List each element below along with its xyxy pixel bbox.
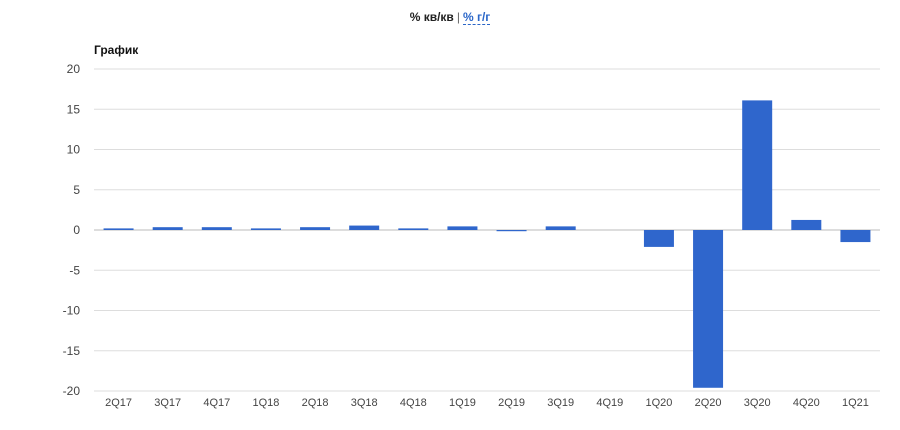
x-tick-label: 3Q18 [351, 397, 378, 409]
x-tick-label: 1Q20 [645, 397, 672, 409]
bar-2Q19 [496, 230, 527, 232]
toggle-qoq[interactable]: % кв/кв [409, 10, 454, 24]
y-tick-label: -20 [63, 384, 81, 398]
y-tick-label: 0 [73, 223, 80, 237]
bar-3Q17 [152, 227, 183, 230]
bar-3Q20 [742, 100, 773, 231]
y-tick-label: -5 [69, 263, 80, 277]
y-tick-label: -10 [63, 304, 81, 318]
bar-3Q18 [349, 225, 380, 230]
x-tick-label: 3Q19 [547, 397, 574, 409]
bar-4Q17 [201, 227, 232, 230]
bar-1Q21 [840, 230, 871, 243]
bar-4Q20 [791, 219, 822, 230]
x-tick-label: 1Q18 [252, 397, 279, 409]
bar-3Q19 [545, 226, 576, 230]
x-tick-label: 1Q19 [449, 397, 476, 409]
y-tick-label: 10 [67, 143, 81, 157]
bar-1Q18 [250, 228, 281, 230]
x-tick-label: 2Q19 [498, 397, 525, 409]
bar-2Q17 [103, 228, 134, 230]
toggle-yoy-link[interactable]: % г/г [462, 10, 491, 25]
bar-4Q18 [398, 228, 429, 230]
x-tick-label: 3Q17 [154, 397, 181, 409]
x-tick-label: 4Q20 [793, 397, 820, 409]
x-tick-label: 3Q20 [744, 397, 771, 409]
x-tick-label: 2Q17 [105, 397, 132, 409]
y-tick-label: -15 [63, 344, 81, 358]
x-tick-label: 2Q20 [695, 397, 722, 409]
x-tick-label: 4Q18 [400, 397, 427, 409]
bar-1Q20 [643, 230, 674, 247]
x-tick-label: 2Q18 [302, 397, 329, 409]
x-tick-label: 1Q21 [842, 397, 869, 409]
chart-title: График [94, 43, 139, 57]
x-tick-label: 4Q19 [596, 397, 623, 409]
y-tick-label: 20 [67, 62, 81, 76]
toggle-separator: | [456, 10, 460, 24]
x-tick-label: 4Q17 [203, 397, 230, 409]
bar-2Q20 [693, 230, 724, 388]
view-toggle: % кв/кв |% г/г [0, 10, 900, 25]
y-tick-label: 5 [73, 183, 80, 197]
bar-2Q18 [300, 227, 331, 230]
bar-1Q19 [447, 226, 478, 230]
y-tick-label: 15 [67, 102, 81, 116]
